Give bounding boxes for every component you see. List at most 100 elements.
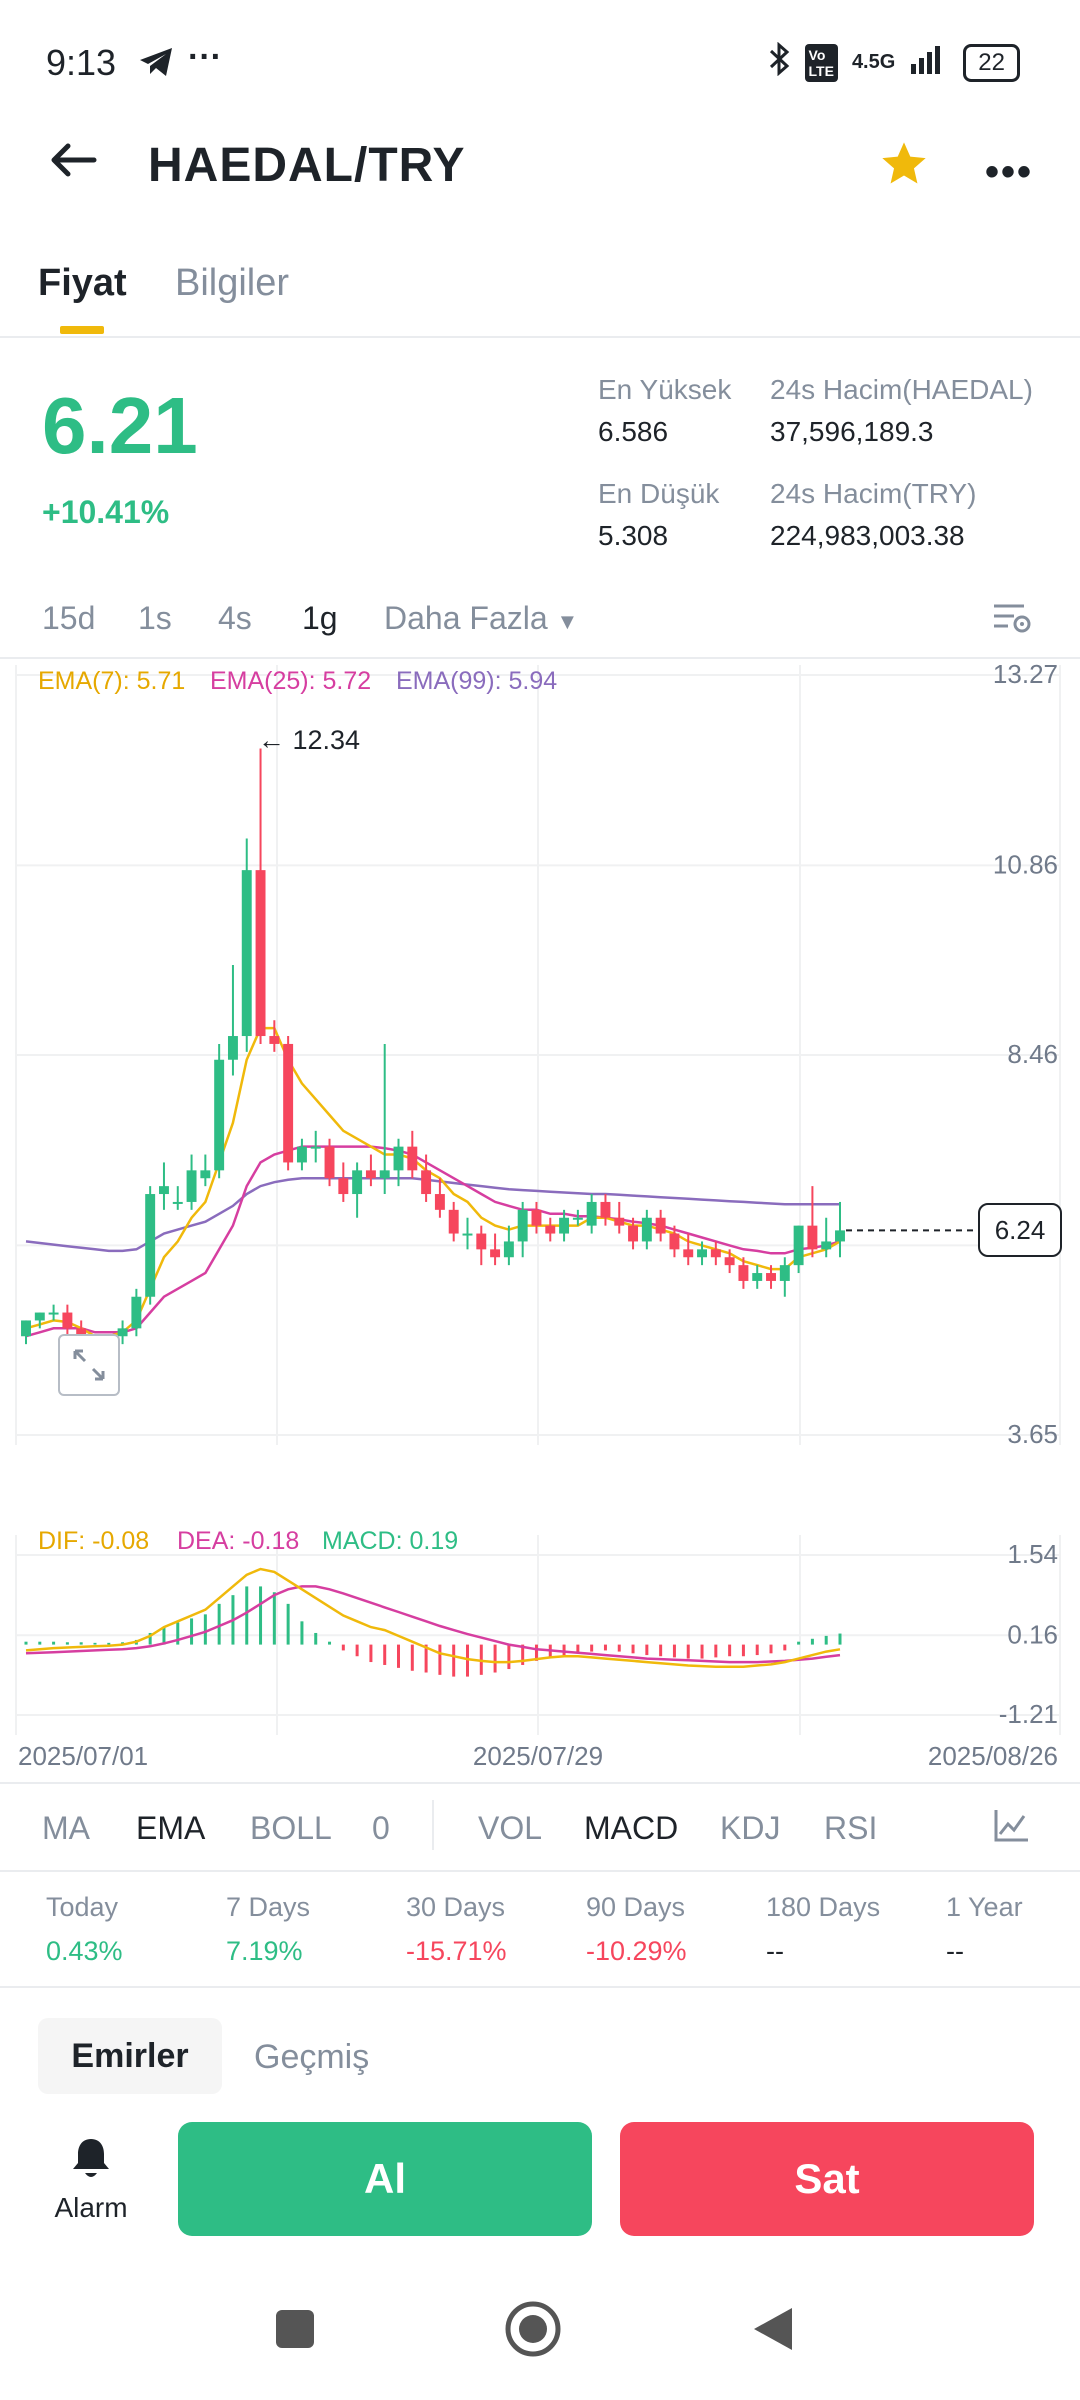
candle-body [559, 1217, 570, 1234]
ema7-line [25, 1026, 841, 1338]
performance-divider [0, 1986, 1080, 1988]
tab-history[interactable]: Geçmiş [254, 2038, 370, 2076]
indicator-kdj[interactable]: KDJ [720, 1810, 781, 1846]
candle-body [545, 1225, 556, 1234]
macd-axis-label: -1.21 [999, 1699, 1058, 1729]
last-price: 6.21 [42, 381, 198, 470]
alarm-label: Alarm [54, 2192, 128, 2223]
interval-1s[interactable]: 1s [138, 600, 172, 636]
tab-fiyat[interactable]: Fiyat [38, 262, 127, 304]
indicator-rsi[interactable]: RSI [824, 1810, 878, 1846]
candle-body [421, 1170, 432, 1195]
sell-button[interactable]: Sat [620, 2122, 1034, 2236]
candle-body [697, 1249, 708, 1258]
candle-body [807, 1225, 818, 1250]
candle-body [462, 1233, 473, 1236]
indicator-ema[interactable]: EMA [136, 1810, 206, 1846]
volte-icon: Vo LTE [804, 43, 838, 82]
candle-body [476, 1233, 487, 1250]
expand-chart-icon[interactable] [58, 1334, 120, 1396]
battery-indicator: 22 [963, 43, 1020, 82]
recent-apps-icon[interactable] [274, 2308, 316, 2355]
price-chart[interactable]: 13.27 10.86 8.46 3.65 1.54 0.16 -1.21 2025/07/0… [0, 655, 1080, 1775]
favorite-star-icon[interactable] [878, 138, 930, 190]
dif-legend: DIF: -0.08 [38, 1527, 150, 1555]
low-label: En Düşük [598, 478, 720, 509]
indicator-boll[interactable]: BOLL [250, 1810, 332, 1846]
candle-body [835, 1230, 845, 1242]
candle-body [283, 1043, 294, 1163]
chart-type-icon[interactable] [992, 1808, 1030, 1849]
tab-bilgiler[interactable]: Bilgiler [175, 262, 290, 304]
more-notifications-icon: ··· [188, 38, 222, 76]
candle-body [614, 1217, 625, 1226]
interval-1g[interactable]: 1g [302, 600, 338, 636]
perf-value-7d: 7.19% [226, 1936, 303, 1966]
candle-body [200, 1170, 211, 1179]
candle-body [766, 1273, 776, 1281]
candle-body [131, 1296, 142, 1329]
candle-body [186, 1170, 197, 1202]
price-change-percent: +10.41% [42, 494, 170, 530]
volume-quote-value: 224,983,003.38 [770, 520, 965, 551]
candle-body [821, 1241, 832, 1250]
telegram-icon [138, 46, 174, 83]
candle-body [269, 1036, 280, 1044]
tab-orders[interactable]: Emirler [38, 2018, 222, 2094]
high-value: 6.586 [598, 416, 669, 447]
dif-line [25, 1567, 841, 1668]
volume-quote-label: 24s Hacim(TRY) [770, 478, 977, 509]
perf-label-90d: 90 Days [586, 1892, 686, 1922]
macd-axis-label: 0.16 [1007, 1619, 1058, 1649]
volume-base-value: 37,596,189.3 [770, 416, 934, 447]
more-options-icon[interactable]: ••• [985, 150, 1034, 194]
indicator-macd[interactable]: MACD [584, 1810, 679, 1846]
candle-body [310, 1146, 321, 1149]
interval-more-label: Daha Fazla [384, 600, 548, 636]
candle-body [683, 1249, 694, 1258]
candle-body [296, 1146, 307, 1163]
chart-settings-icon[interactable] [990, 598, 1034, 643]
candle-body [434, 1194, 445, 1210]
indicator-ma[interactable]: MA [42, 1810, 90, 1846]
interval-15d[interactable]: 15d [42, 600, 96, 636]
candle-body [227, 1036, 238, 1060]
candle-body [365, 1170, 376, 1179]
candle-body [710, 1249, 721, 1258]
active-tab-indicator [60, 326, 104, 334]
interval-4s[interactable]: 4s [218, 600, 252, 636]
dea-line [25, 1585, 841, 1664]
candle-body [172, 1201, 183, 1204]
home-icon[interactable] [504, 2300, 562, 2363]
candle-body [48, 1312, 59, 1315]
back-arrow-icon[interactable] [48, 140, 98, 180]
low-value: 5.308 [598, 520, 669, 551]
candle-body [572, 1217, 583, 1220]
candle-body [793, 1225, 804, 1266]
candle-body [600, 1201, 611, 1218]
pair-title: HAEDAL/TRY [148, 139, 466, 192]
perf-value-180d: -- [766, 1936, 784, 1966]
ema7-legend: EMA(7): 5.71 [38, 667, 186, 695]
buy-button[interactable]: Al [178, 2122, 592, 2236]
status-time: 9:13 [46, 42, 117, 83]
indicator-top-divider [0, 1782, 1080, 1784]
price-axis-label: 8.46 [1007, 1039, 1058, 1069]
candle-body [393, 1146, 404, 1171]
indicator-vol[interactable]: VOL [478, 1810, 543, 1846]
macd-axis-label: 1.54 [1007, 1539, 1058, 1569]
candle-body [21, 1320, 31, 1337]
indicator-zero[interactable]: 0 [372, 1810, 390, 1846]
perf-value-1y: -- [946, 1936, 964, 1966]
perf-value-today: 0.43% [46, 1936, 123, 1966]
ema25-legend: EMA(25): 5.72 [210, 667, 372, 695]
candle-body [655, 1217, 666, 1234]
candle-body [779, 1265, 790, 1281]
candle-body [517, 1209, 528, 1242]
alarm-button[interactable]: Alarm [46, 2135, 136, 2224]
candle-body [214, 1059, 225, 1171]
bluetooth-icon [769, 41, 791, 83]
dea-legend: DEA: -0.18 [177, 1527, 300, 1555]
interval-more-dropdown[interactable]: Daha Fazla ▼ [384, 600, 578, 637]
back-nav-icon[interactable] [752, 2306, 794, 2357]
